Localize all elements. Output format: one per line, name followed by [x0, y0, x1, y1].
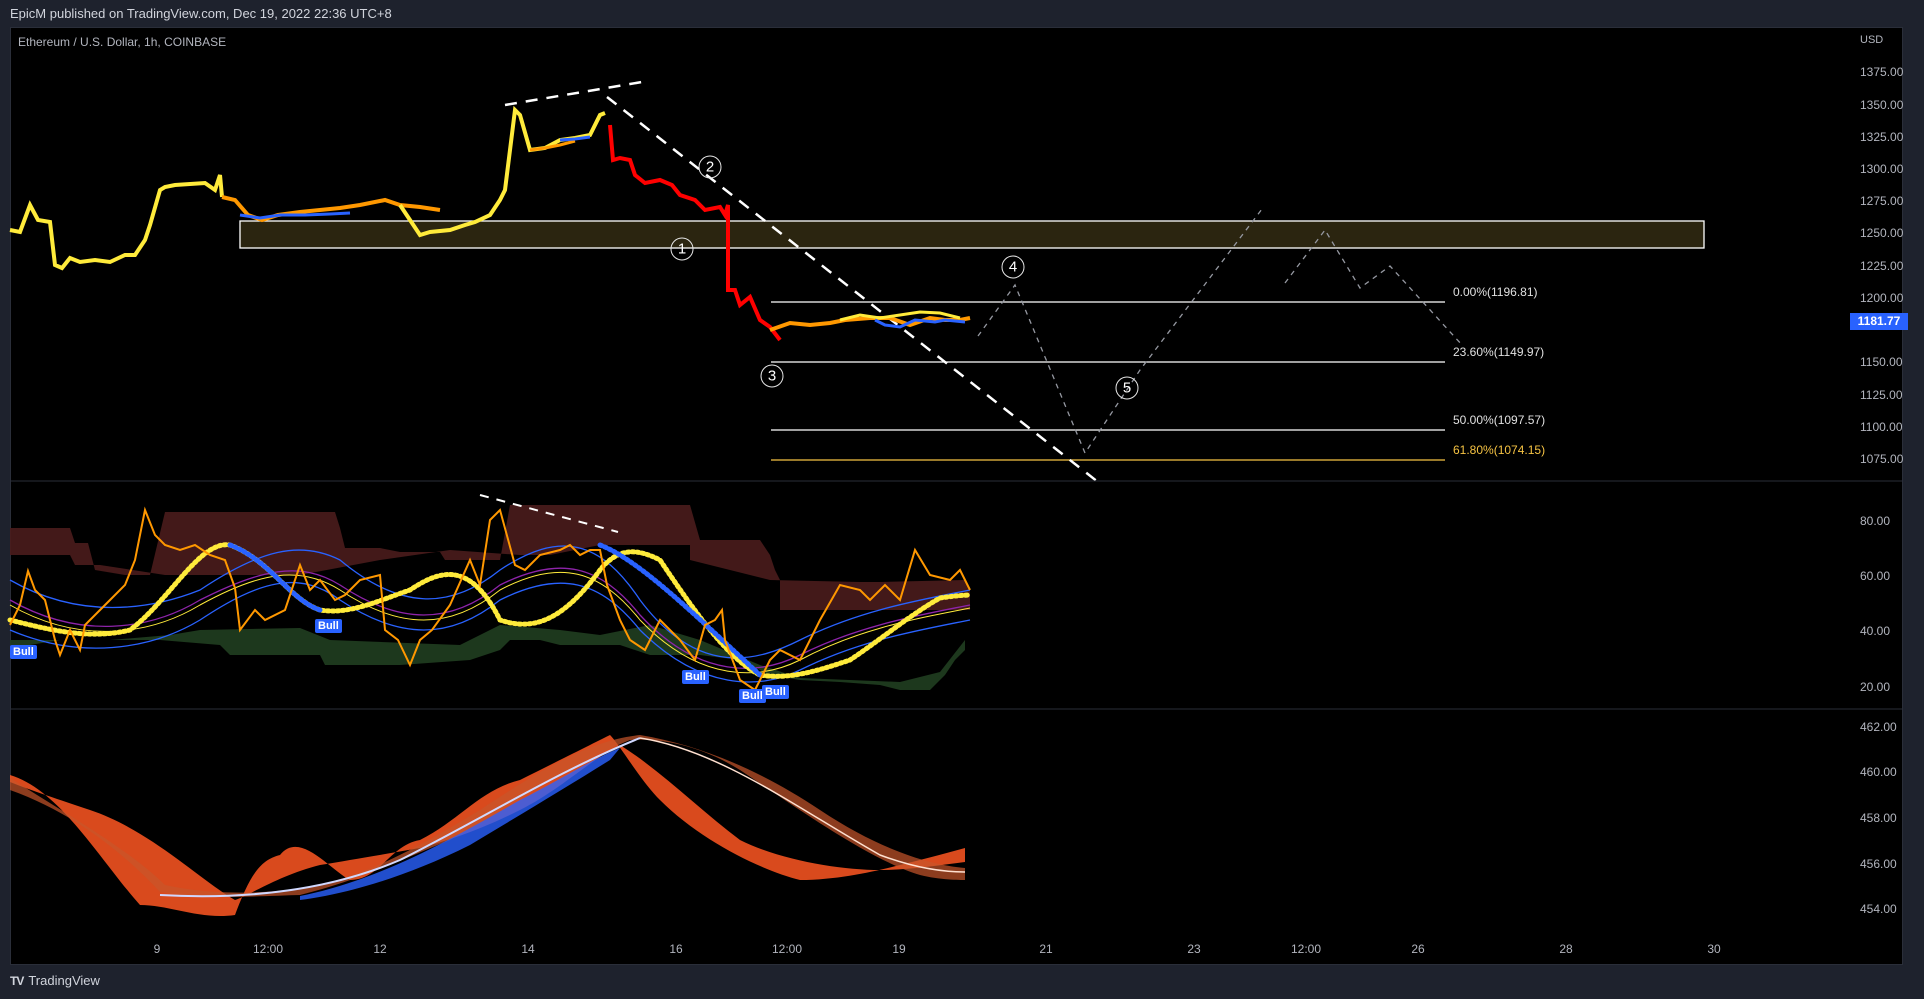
price-tick: 1200.00: [1860, 291, 1904, 305]
time-tick: 12:00: [252, 942, 284, 956]
price-tick: 1125.00: [1860, 388, 1903, 402]
oscillator-pane[interactable]: [7, 505, 973, 692]
time-tick: 28: [1559, 942, 1573, 956]
wave-tick: 460.00: [1860, 765, 1897, 779]
price-tick: 1075.00: [1860, 452, 1904, 466]
time-tick: 12:00: [1290, 942, 1322, 956]
upper-trendline[interactable]: [504, 79, 649, 107]
wave-tick: 454.00: [1860, 902, 1897, 916]
time-tick: 19: [892, 942, 906, 956]
currency-label[interactable]: USD: [1860, 34, 1884, 46]
fib-label-50: 50.00%(1097.57): [1453, 413, 1546, 427]
time-tick: 21: [1039, 942, 1053, 956]
chart-frame[interactable]: [10, 27, 1903, 965]
price-tick: 1350.00: [1860, 98, 1904, 112]
wave-marker-4[interactable]: 4: [1001, 255, 1025, 279]
wave-tick: 456.00: [1860, 857, 1897, 871]
bull-signal-label: Bull: [682, 670, 709, 684]
time-tick: 23: [1187, 942, 1201, 956]
oscillator-tick: 60.00: [1860, 569, 1891, 583]
price-series: [9, 105, 971, 342]
time-tick: 9: [153, 942, 161, 956]
bull-signal-label: Bull: [739, 689, 766, 703]
price-tick: 1250.00: [1860, 226, 1904, 240]
bull-signal-label: Bull: [315, 619, 342, 633]
fib-label-23-6: 23.60%(1149.97): [1453, 345, 1545, 359]
price-tick: 1150.00: [1860, 355, 1903, 369]
time-tick: 12:00: [771, 942, 803, 956]
wave-marker-2[interactable]: 2: [698, 155, 722, 179]
bull-signal-label: Bull: [762, 685, 789, 699]
descending-trendline[interactable]: [606, 96, 1099, 483]
publisher-caption: EpicM published on TradingView.com, Dec …: [10, 6, 392, 21]
last-price-badge: 1181.77: [1850, 313, 1908, 330]
price-tick: 1325.00: [1860, 130, 1904, 144]
bull-signal-label: Bull: [10, 645, 37, 659]
wave-tick: 462.00: [1860, 720, 1897, 734]
wave-trend-pane[interactable]: [10, 735, 966, 917]
oscillator-tick: 20.00: [1860, 680, 1891, 694]
fib-label-61-8: 61.80%(1074.15): [1453, 443, 1546, 457]
oscillator-tick: 80.00: [1860, 514, 1891, 528]
time-tick: 12: [373, 942, 387, 956]
tradingview-branding[interactable]: TV TradingView: [10, 973, 100, 988]
symbol-legend[interactable]: Ethereum / U.S. Dollar, 1h, COINBASE: [18, 35, 227, 49]
wave-marker-5[interactable]: 5: [1115, 376, 1139, 400]
time-tick: 30: [1707, 942, 1721, 956]
supply-demand-zone[interactable]: [239, 220, 1705, 249]
time-tick: 26: [1411, 942, 1425, 956]
brand-name: TradingView: [28, 973, 100, 988]
fib-label-0: 0.00%(1196.81): [1453, 285, 1538, 299]
price-tick: 1225.00: [1860, 259, 1904, 273]
wave-tick: 458.00: [1860, 811, 1897, 825]
price-tick: 1275.00: [1860, 194, 1904, 208]
wave-marker-3[interactable]: 3: [760, 364, 784, 388]
tradingview-logo-icon: TV: [10, 973, 24, 988]
oscillator-tick: 40.00: [1860, 624, 1891, 638]
time-tick: 16: [669, 942, 683, 956]
price-tick: 1375.00: [1860, 65, 1904, 79]
wave-marker-1[interactable]: 1: [670, 237, 694, 261]
projection-path-alt[interactable]: [1284, 228, 1463, 346]
price-tick: 1100.00: [1860, 420, 1903, 434]
price-tick: 1300.00: [1860, 162, 1904, 176]
projection-path[interactable]: [977, 208, 1263, 455]
time-tick: 14: [521, 942, 535, 956]
